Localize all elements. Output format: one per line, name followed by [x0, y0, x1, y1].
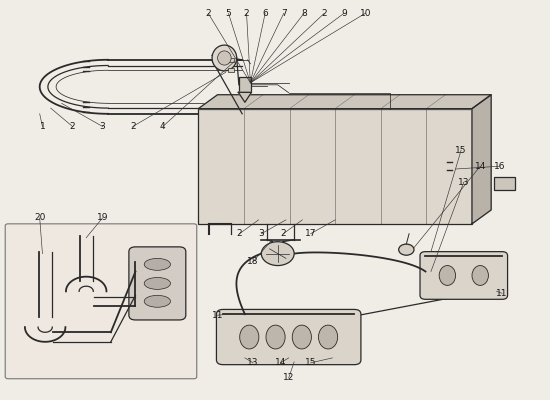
Polygon shape — [199, 95, 491, 109]
Text: 17: 17 — [305, 229, 316, 238]
Text: 15: 15 — [455, 146, 467, 155]
Bar — [228, 68, 234, 72]
Ellipse shape — [144, 258, 170, 270]
Text: 4: 4 — [160, 122, 166, 131]
Ellipse shape — [439, 266, 455, 286]
Bar — [239, 77, 251, 92]
Ellipse shape — [266, 325, 285, 349]
Circle shape — [399, 244, 414, 255]
Text: 3: 3 — [258, 229, 264, 238]
Ellipse shape — [218, 51, 231, 65]
Text: 14: 14 — [475, 162, 486, 171]
Text: 13: 13 — [248, 358, 259, 367]
Text: 6: 6 — [262, 9, 268, 18]
Text: 19: 19 — [97, 213, 108, 222]
FancyBboxPatch shape — [5, 224, 197, 379]
Text: 2: 2 — [244, 9, 249, 18]
Bar — [228, 58, 234, 62]
Text: 5: 5 — [226, 9, 232, 18]
Ellipse shape — [472, 266, 488, 286]
Text: 16: 16 — [493, 162, 505, 171]
Ellipse shape — [212, 45, 236, 71]
Text: 8: 8 — [301, 9, 307, 18]
Text: 18: 18 — [248, 257, 259, 266]
Text: eurosares: eurosares — [53, 239, 147, 257]
Text: 2: 2 — [206, 9, 211, 18]
Text: 2: 2 — [236, 229, 242, 238]
Text: 10: 10 — [360, 9, 371, 18]
Bar — [199, 109, 472, 224]
Text: 9: 9 — [341, 9, 347, 18]
FancyBboxPatch shape — [217, 310, 361, 365]
Text: eurosares: eurosares — [201, 178, 371, 206]
Text: 15: 15 — [305, 358, 316, 367]
Text: 11: 11 — [212, 311, 223, 320]
Circle shape — [261, 242, 294, 266]
Ellipse shape — [292, 325, 311, 349]
Text: 13: 13 — [458, 178, 470, 187]
Text: 1: 1 — [40, 122, 45, 131]
Ellipse shape — [240, 325, 259, 349]
Polygon shape — [238, 92, 251, 102]
Bar — [494, 177, 515, 190]
Text: 2: 2 — [280, 229, 286, 238]
Text: 11: 11 — [496, 289, 508, 298]
Text: 2: 2 — [321, 9, 327, 18]
Ellipse shape — [144, 278, 170, 289]
Text: 2: 2 — [70, 122, 75, 131]
Ellipse shape — [318, 325, 338, 349]
Ellipse shape — [144, 295, 170, 307]
FancyBboxPatch shape — [129, 247, 186, 320]
Text: 14: 14 — [275, 358, 286, 367]
Text: 3: 3 — [100, 122, 106, 131]
Polygon shape — [472, 95, 491, 224]
Text: 7: 7 — [281, 9, 287, 18]
Text: 20: 20 — [34, 213, 46, 222]
Text: 12: 12 — [283, 374, 294, 382]
Text: 2: 2 — [130, 122, 135, 131]
FancyBboxPatch shape — [420, 252, 508, 299]
